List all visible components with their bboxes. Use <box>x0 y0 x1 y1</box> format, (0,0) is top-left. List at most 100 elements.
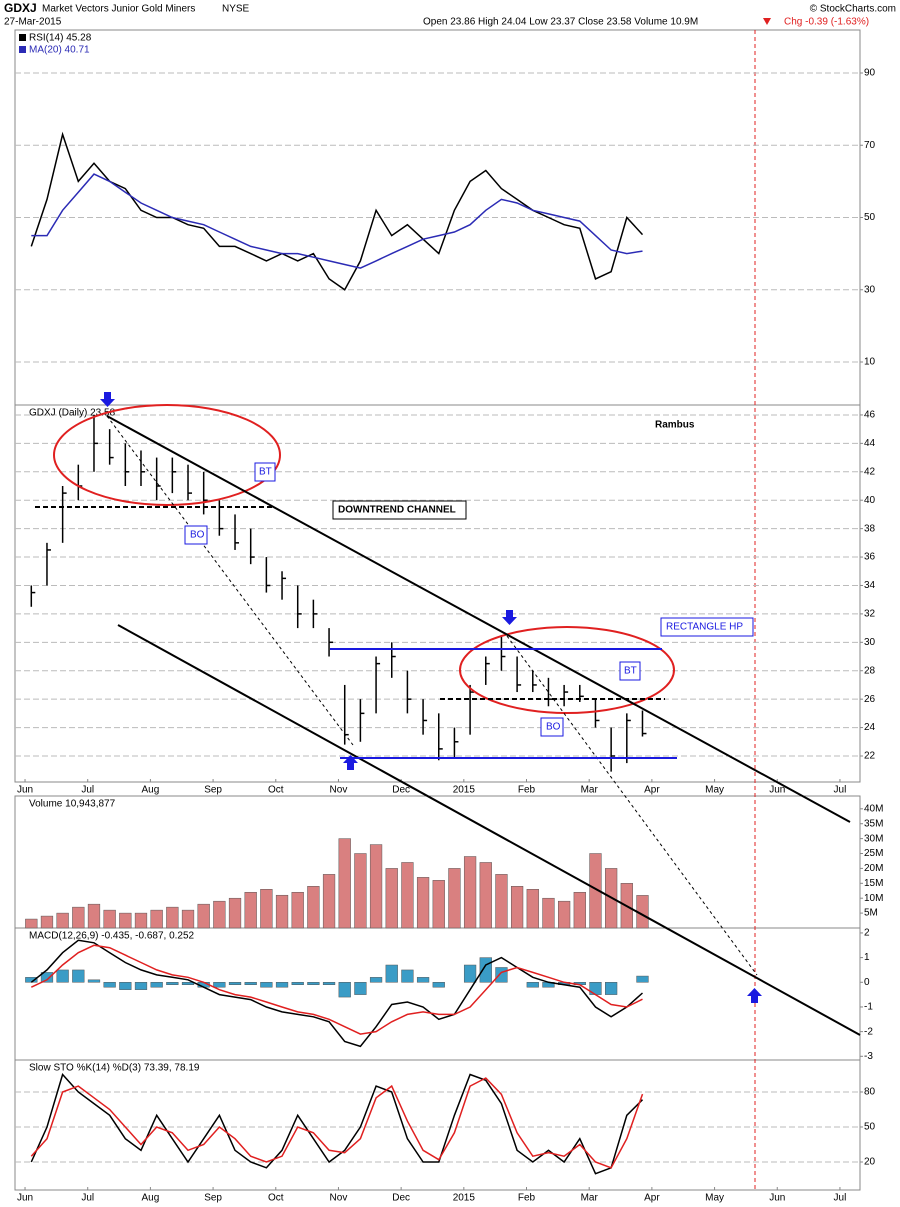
y-tick-label: 30M <box>864 833 883 844</box>
series-line <box>30 939 643 1048</box>
bar <box>103 982 116 988</box>
bar <box>463 964 477 983</box>
symbol: GDXJ <box>4 1 37 15</box>
callout <box>254 462 276 482</box>
bar <box>636 975 649 983</box>
bar <box>134 982 148 990</box>
x-tick-label: Apr <box>644 785 660 796</box>
bar <box>479 957 492 983</box>
legend-swatch <box>19 34 26 41</box>
bar <box>542 897 555 929</box>
y-tick-label: 36 <box>864 552 876 563</box>
callout <box>619 661 641 681</box>
annotations: Rambus DOWNTREND CHANNEL RECTANGLE HP BT… <box>35 392 861 1036</box>
y-tick-label: 32 <box>864 609 876 620</box>
legend-entry: MA(20) 40.71 <box>29 45 90 56</box>
bar <box>369 977 383 983</box>
bar <box>369 844 383 929</box>
series-line <box>30 1077 644 1169</box>
y-tick-label: 5M <box>864 908 878 919</box>
x-tick-label: 2015 <box>453 785 476 796</box>
x-tick-label: Jun <box>769 1193 785 1204</box>
bar <box>244 891 257 929</box>
y-tick-label: 30 <box>864 637 876 648</box>
bar <box>448 868 461 929</box>
x-tick-label: Sep <box>204 785 222 796</box>
legend-swatch <box>19 46 26 53</box>
panel-title: MACD(12,26,9) -0.435, -0.687, 0.252 <box>29 931 195 942</box>
bar <box>322 982 336 985</box>
bar <box>338 838 351 929</box>
bar <box>432 982 445 988</box>
bar <box>228 897 242 929</box>
y-tick-label: 10 <box>864 357 876 368</box>
callout <box>184 525 208 545</box>
x-tick-label: Feb <box>518 785 536 796</box>
bar <box>338 982 351 998</box>
annotation: BT <box>624 666 637 677</box>
ellipse <box>53 404 281 506</box>
x-tick-label: Aug <box>142 785 160 796</box>
annotation: DOWNTREND CHANNEL <box>338 505 456 516</box>
bar <box>119 982 132 990</box>
y-tick-label: 24 <box>864 722 876 733</box>
security-name: Market Vectors Junior Gold Miners <box>42 4 195 15</box>
x-tick-label: Jul <box>81 785 94 796</box>
bar <box>103 909 116 929</box>
annotation: BO <box>546 722 561 733</box>
arrow-up <box>343 755 358 770</box>
callout <box>540 717 564 737</box>
bar <box>526 982 539 988</box>
bar <box>40 915 54 929</box>
bar <box>479 862 492 929</box>
x-tick-label: Dec <box>392 1193 410 1204</box>
bar <box>605 982 618 995</box>
x-tick-label: Jun <box>17 1193 33 1204</box>
y-tick-label: 46 <box>864 410 876 421</box>
trend-line <box>506 635 758 976</box>
series-line <box>30 1073 644 1175</box>
x-tick-label: Feb <box>518 1193 536 1204</box>
bar <box>354 982 367 995</box>
x-tick-label: Mar <box>581 1193 599 1204</box>
y-tick-label: 26 <box>864 694 876 705</box>
bar <box>589 853 602 929</box>
bar <box>510 886 524 929</box>
bar <box>526 889 539 929</box>
bar <box>181 982 195 985</box>
bar <box>432 880 445 929</box>
bar <box>228 982 242 985</box>
y-tick-label: 80 <box>864 1087 876 1098</box>
sto-panel <box>14 1059 861 1191</box>
y-tick-label: 25M <box>864 848 883 859</box>
panel-title: Slow STO %K(14) %D(3) 73.39, 78.19 <box>29 1063 200 1074</box>
panel-title: GDXJ (Daily) 23.58 <box>29 408 116 419</box>
y-tick-label: 90 <box>864 68 876 79</box>
bar <box>72 969 85 983</box>
arrow-up <box>747 988 762 1003</box>
bar <box>213 982 226 988</box>
bar <box>87 903 101 929</box>
y-tick-label: 50 <box>864 1122 876 1133</box>
source: © StockCharts.com <box>810 4 896 15</box>
bar <box>166 982 179 985</box>
y-tick-label: 22 <box>864 751 876 762</box>
x-tick-label: Jul <box>834 785 847 796</box>
bar <box>166 906 179 929</box>
y-tick-label: 40 <box>864 495 876 506</box>
bar <box>385 868 398 929</box>
x-tick-label: Dec <box>392 785 410 796</box>
y-tick-label: 20 <box>864 1157 876 1168</box>
x-tick-label: Oct <box>268 785 284 796</box>
y-tick-label: 34 <box>864 580 876 591</box>
trend-line <box>106 415 354 746</box>
bar <box>573 891 586 929</box>
x-tick-label: Jun <box>17 785 33 796</box>
bar <box>150 909 163 929</box>
bar <box>416 877 430 929</box>
bar <box>401 862 414 929</box>
x-tick-label: Aug <box>142 1193 160 1204</box>
y-tick-label: 50 <box>864 212 876 223</box>
arrow-down <box>100 392 115 407</box>
